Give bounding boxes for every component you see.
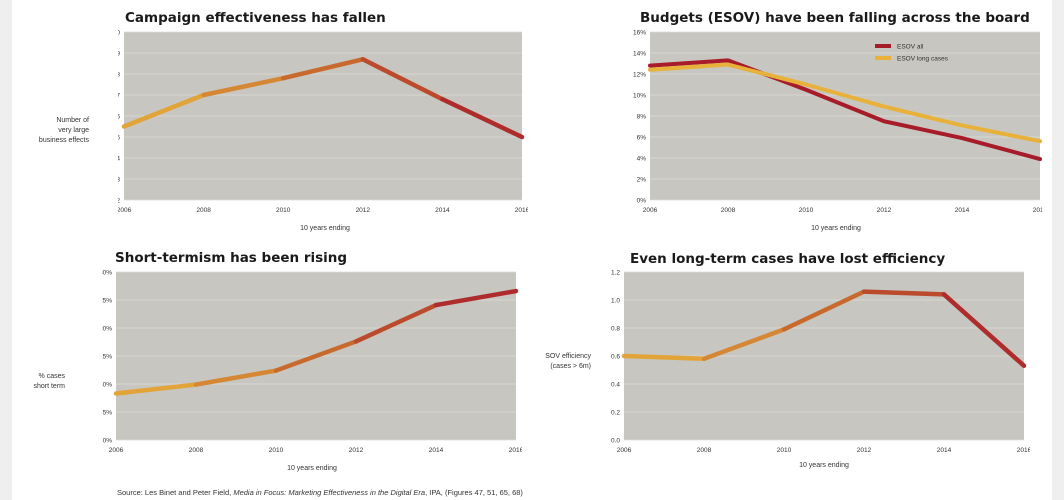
y-tick-label: 1.2 bbox=[611, 270, 620, 277]
x-tick-label: 2008 bbox=[697, 447, 712, 454]
x-tick-label: 2014 bbox=[429, 447, 444, 454]
x-tick-label: 2012 bbox=[877, 207, 892, 214]
series-line-segment bbox=[280, 57, 366, 81]
y-tick-label: 15% bbox=[102, 354, 112, 361]
source-citation: Source: Les Binet and Peter Field, Media… bbox=[117, 488, 523, 497]
y-tick-label: 5% bbox=[103, 410, 113, 417]
series-line-segment bbox=[360, 57, 445, 102]
y-tick-label: 1.9 bbox=[118, 51, 120, 58]
series-line-segment bbox=[201, 75, 286, 98]
x-tick-label: 2016 bbox=[1033, 207, 1042, 214]
series-line-segment bbox=[193, 368, 279, 387]
y-tick-label: 0.4 bbox=[611, 382, 620, 389]
legend-label: ESOV all bbox=[897, 44, 924, 51]
chart-title: Campaign effectiveness has fallen bbox=[125, 10, 386, 26]
series-line-segment bbox=[113, 382, 199, 396]
y-tick-label: 1.3 bbox=[118, 177, 120, 184]
series-line-segment bbox=[781, 289, 867, 332]
x-tick-label: 2010 bbox=[276, 207, 291, 214]
y-tick-label: 8% bbox=[637, 114, 647, 121]
y-tick-label: 1.4 bbox=[118, 156, 120, 163]
series-line-segment bbox=[701, 327, 787, 362]
x-tick-label: 2016 bbox=[515, 207, 528, 214]
series-line-segment bbox=[273, 339, 359, 373]
x-tick-label: 2016 bbox=[1017, 447, 1030, 454]
y-tick-label: 12% bbox=[633, 72, 646, 79]
y-tick-label: 20% bbox=[102, 326, 112, 333]
x-tick-label: 2010 bbox=[799, 207, 814, 214]
y-axis-label: SOV efficiency (cases > 6m) bbox=[545, 353, 591, 370]
y-axis-label: % cases short term bbox=[33, 373, 65, 390]
y-tick-label: 0.8 bbox=[611, 326, 620, 333]
x-tick-label: 2010 bbox=[777, 447, 792, 454]
x-tick-label: 2014 bbox=[955, 207, 970, 214]
series-line-segment bbox=[861, 289, 947, 297]
y-tick-label: 10% bbox=[102, 382, 112, 389]
chart-title: Budgets (ESOV) have been falling across … bbox=[640, 10, 1030, 26]
long-term-efficiency-chart: 0.0 0.2 0.4 0.6 0.8 1.0 1.2 2006 2008 2010 2012 201… bbox=[611, 270, 1030, 455]
series-line-segment bbox=[941, 292, 1027, 369]
x-tick-label: 2006 bbox=[118, 207, 132, 214]
campaign-effectiveness-chart: 1.2 1.3 1.4 1.5 1.6 1.7 1.8 1.9 2.0 2006 2008 2010 2… bbox=[118, 30, 528, 215]
y-tick-label: 25% bbox=[102, 298, 112, 305]
y-tick-label: 4% bbox=[637, 156, 647, 163]
series-line-esov-long-cases bbox=[648, 62, 1042, 144]
series-line-segment bbox=[121, 92, 206, 129]
legend-swatch bbox=[875, 56, 891, 60]
x-tick-label: 2006 bbox=[617, 447, 632, 454]
chart-title: Short-termism has been rising bbox=[115, 250, 348, 266]
x-tick-label: 2012 bbox=[349, 447, 364, 454]
y-tick-label: 1.2 bbox=[118, 198, 120, 205]
chart-title: Even long-term cases have lost efficienc… bbox=[630, 251, 946, 267]
y-axis-label: Number of very large business effects bbox=[38, 117, 89, 144]
series-line-segment bbox=[621, 353, 707, 362]
y-tick-label: 0% bbox=[103, 438, 113, 445]
legend-swatch bbox=[875, 44, 891, 48]
source-prefix: Source: Les Binet and Peter Field, bbox=[117, 488, 234, 497]
x-tick-label: 2008 bbox=[721, 207, 736, 214]
x-tick-label: 2010 bbox=[269, 447, 284, 454]
x-axis-label: 10 years ending bbox=[811, 225, 861, 232]
series-line-segment bbox=[353, 302, 439, 344]
y-tick-label: 16% bbox=[633, 30, 646, 37]
x-tick-label: 2008 bbox=[196, 207, 211, 214]
y-tick-label: 0.0 bbox=[611, 438, 620, 445]
y-tick-label: 1.7 bbox=[118, 93, 120, 100]
y-tick-label: 2% bbox=[637, 177, 647, 184]
y-tick-label: 0.2 bbox=[611, 410, 620, 417]
source-title: Media in Focus: Marketing Effectiveness … bbox=[233, 488, 426, 497]
x-tick-label: 2006 bbox=[643, 207, 658, 214]
y-tick-label: 1.5 bbox=[118, 135, 120, 142]
y-tick-label: 1.6 bbox=[118, 114, 120, 121]
x-axis-label: 10 years ending bbox=[300, 225, 350, 232]
x-tick-label: 2012 bbox=[857, 447, 872, 454]
y-tick-label: 2.0 bbox=[118, 30, 120, 37]
y-tick-label: 1.0 bbox=[611, 298, 620, 305]
y-tick-label: 10% bbox=[633, 93, 646, 100]
y-tick-label: 1.8 bbox=[118, 72, 120, 79]
series-line-esov-all bbox=[648, 58, 1042, 162]
y-tick-label: 0.6 bbox=[611, 354, 620, 361]
budgets-esov-chart: 0% 2% 4% 6% 8% 10% 12% 14% 16% 2006 2008 2010 2012 20… bbox=[633, 30, 1042, 214]
short-termism-chart: 0% 5% 10% 15% 20% 25% 30% 2006 2008 2010 2012 2014 2… bbox=[102, 270, 522, 455]
x-tick-label: 2014 bbox=[435, 207, 450, 214]
x-tick-label: 2008 bbox=[189, 447, 204, 454]
x-tick-label: 2006 bbox=[109, 447, 124, 454]
legend-label: ESOV long cases bbox=[897, 56, 949, 63]
y-tick-label: 14% bbox=[633, 51, 646, 58]
x-tick-label: 2014 bbox=[937, 447, 952, 454]
x-axis-label: 10 years ending bbox=[287, 465, 337, 472]
y-tick-label: 6% bbox=[637, 135, 647, 142]
y-tick-label: 0% bbox=[637, 198, 647, 205]
x-axis-label: 10 years ending bbox=[799, 462, 849, 469]
x-tick-label: 2012 bbox=[356, 207, 371, 214]
series-line-segment bbox=[440, 96, 525, 140]
x-tick-label: 2016 bbox=[509, 447, 522, 454]
source-suffix: , IPA, (Figures 47, 51, 65, 68) bbox=[425, 488, 523, 497]
series-line-segment bbox=[433, 288, 519, 308]
y-tick-label: 30% bbox=[102, 270, 112, 277]
